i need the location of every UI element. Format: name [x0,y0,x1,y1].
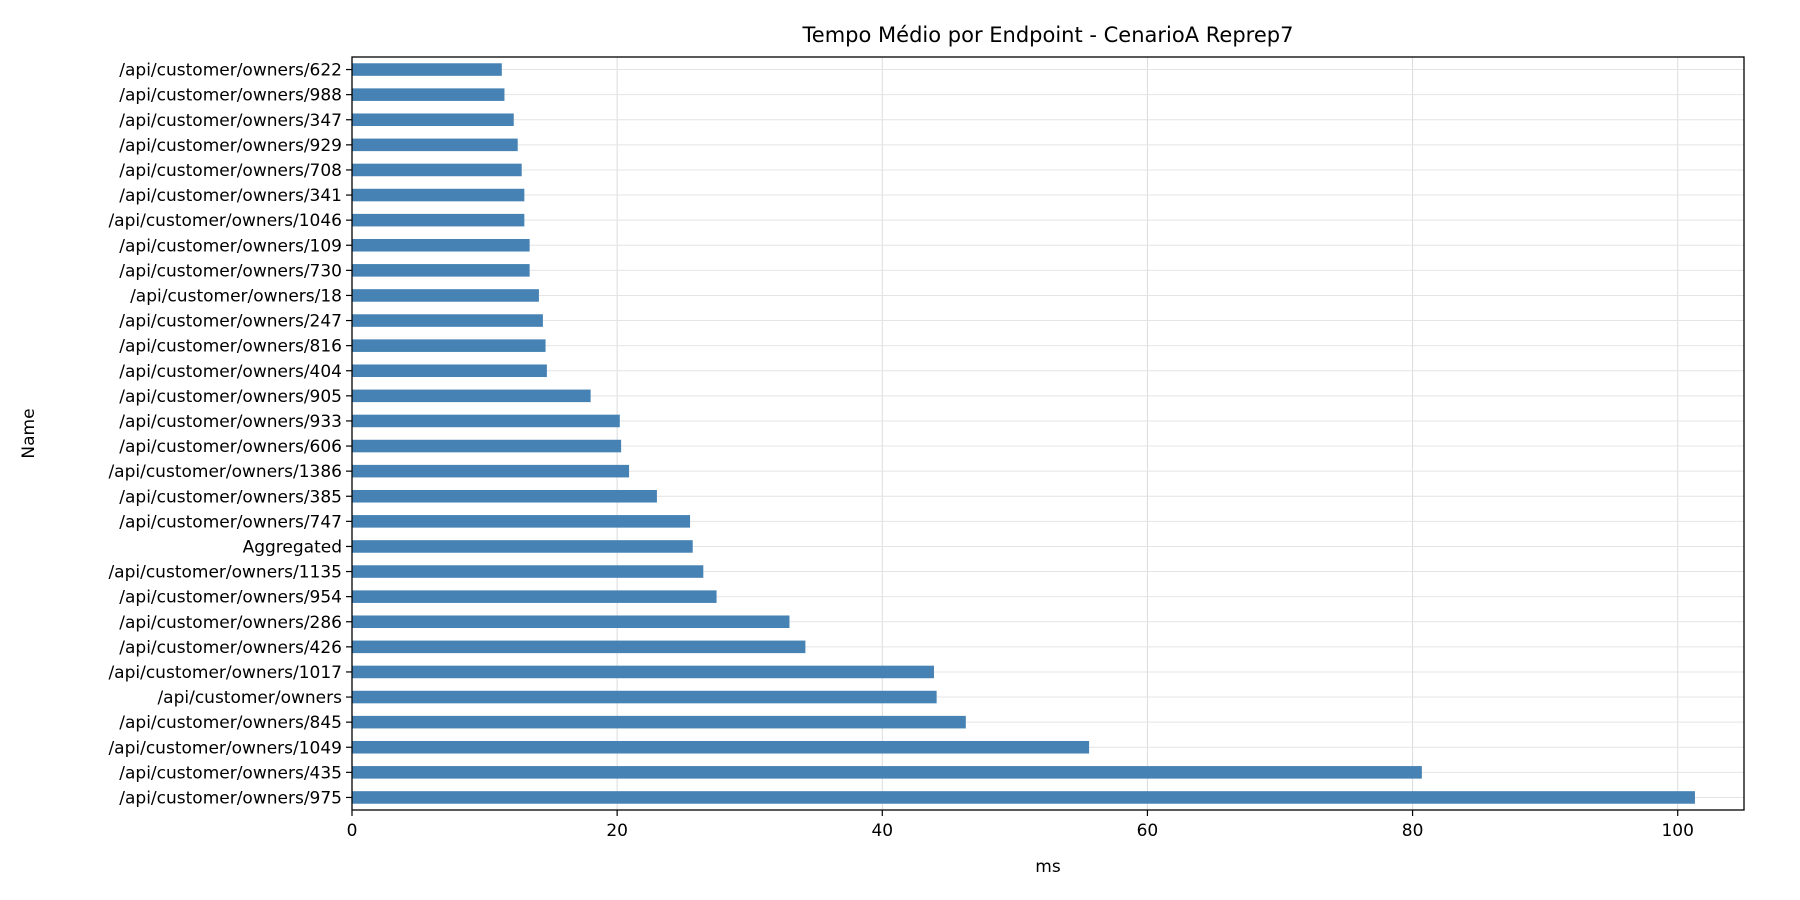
bar [352,665,934,679]
y-tick-label: /api/customer/owners/988 [119,86,342,106]
bar [352,791,1695,804]
bar [352,88,505,101]
y-tick-label: /api/customer/owners/816 [119,337,342,357]
y-tick-label: /api/customer/owners/929 [119,136,342,156]
bar [352,113,514,127]
y-tick-label: /api/customer/owners/606 [119,437,342,457]
y-tick-label: /api/customer/owners/1046 [108,211,342,231]
bar [352,540,693,553]
bar [352,289,539,302]
bar [352,640,806,654]
plot-frame [351,56,1745,811]
bar [352,615,790,629]
y-tick-label: /api/customer/owners/109 [119,236,342,256]
y-tick-label: /api/customer/owners/1135 [108,563,342,583]
y-tick-labels: /api/customer/owners/622/api/customer/ow… [108,61,352,808]
bar [352,63,502,76]
x-tick-labels: 0 20 40 60 80 100 [347,810,1694,841]
y-tick-label: /api/customer/owners/975 [119,788,342,808]
x-tick-label: 40 [871,821,893,841]
bar [352,690,937,704]
grid-lines [351,57,1744,810]
y-tick-label: /api/customer/owners/905 [119,387,342,407]
y-tick-label: /api/customer/owners/18 [130,286,342,306]
bar [352,389,591,403]
bar [352,264,530,277]
y-tick-label: /api/customer/owners/954 [119,588,342,608]
x-tick-label: 60 [1137,821,1159,841]
y-tick-label: /api/customer/owners/435 [119,763,342,783]
y-tick-label: /api/customer/owners/730 [119,261,342,281]
y-tick-label: /api/customer/owners/404 [119,362,342,382]
bar [352,489,657,503]
bar [352,339,546,352]
y-tick-label: /api/customer/owners/845 [119,713,342,733]
bar [352,766,1422,779]
y-tick-label: /api/customer/owners [157,688,342,708]
y-tick-label: /api/customer/owners/708 [119,161,342,181]
x-axis-title: ms [1035,857,1061,877]
bar [352,138,518,152]
y-tick-label: /api/customer/owners/1017 [108,663,342,683]
bar [352,364,547,378]
bar [352,439,622,453]
y-tick-label: /api/customer/owners/1386 [108,462,342,482]
x-tick-label: 100 [1661,821,1693,841]
chart-title: Tempo Médio por Endpoint - CenarioA Repr… [802,23,1294,47]
bar [352,314,543,327]
y-tick-label: /api/customer/owners/286 [119,613,342,633]
y-tick-label: /api/customer/owners/747 [119,512,342,532]
y-tick-label: Aggregated [243,537,342,557]
y-tick-label: /api/customer/owners/622 [119,61,342,81]
y-tick-label: /api/customer/owners/347 [119,111,342,131]
bar [352,715,966,729]
bar [352,515,691,528]
bar [352,565,704,578]
bar [352,590,717,603]
y-tick-label: /api/customer/owners/426 [119,638,342,658]
y-axis-title: Name [19,408,39,458]
y-tick-label: /api/customer/owners/933 [119,412,342,432]
y-tick-label: /api/customer/owners/247 [119,312,342,332]
y-tick-label: /api/customer/owners/1049 [108,738,342,758]
bar [352,213,525,227]
bar [352,414,620,428]
bar [352,740,1090,754]
bars [352,63,1695,804]
bar [352,238,530,252]
x-tick-label: 0 [347,821,358,841]
y-tick-label: /api/customer/owners/341 [119,186,342,206]
x-tick-label: 20 [606,821,628,841]
x-tick-label: 80 [1402,821,1424,841]
bar [352,464,630,478]
bar [352,163,522,177]
y-tick-label: /api/customer/owners/385 [119,487,342,507]
bar [352,188,525,202]
